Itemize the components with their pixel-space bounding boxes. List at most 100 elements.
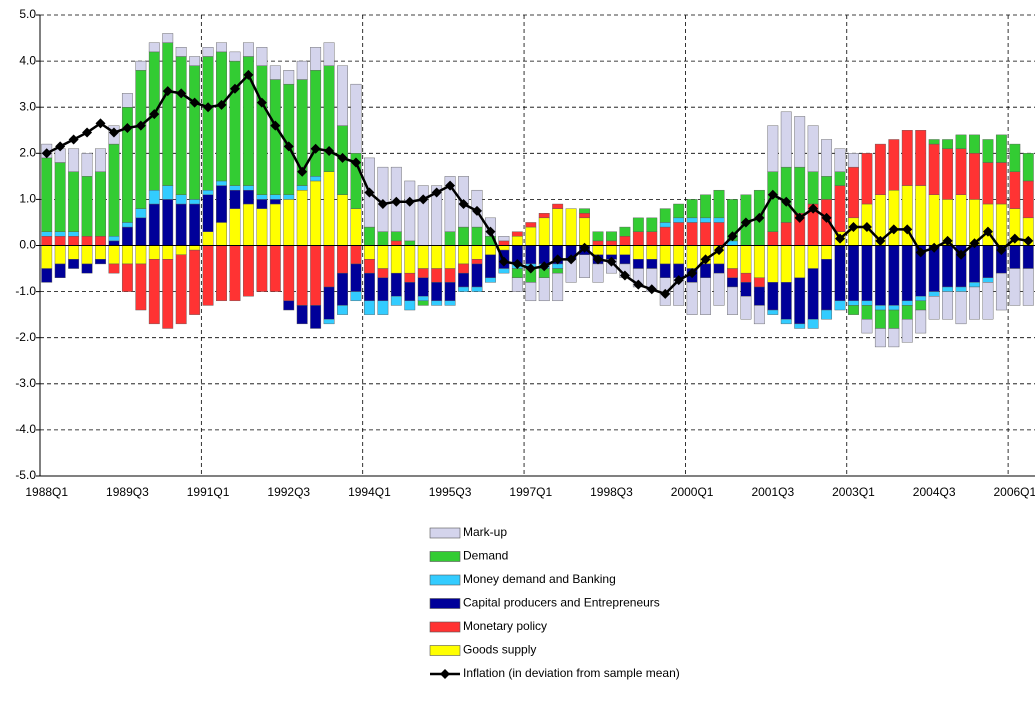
bar-segment	[901, 319, 913, 343]
bar-segment	[108, 143, 120, 237]
legend-label: Goods supply	[463, 643, 536, 657]
bar-segment	[337, 245, 348, 274]
bar-segment	[686, 217, 698, 223]
bar-segment	[175, 47, 187, 57]
legend-swatch	[429, 551, 461, 562]
bar-segment	[538, 245, 550, 265]
legend-marker	[440, 669, 450, 679]
bar-segment	[162, 199, 174, 246]
bar-segment	[135, 217, 147, 246]
bar-segment	[95, 236, 106, 246]
bar-segment	[350, 245, 362, 265]
bar-segment	[283, 194, 295, 200]
bar-segment	[498, 236, 510, 242]
bar-segment	[538, 217, 550, 246]
bar-segment	[256, 65, 268, 195]
bar-segment	[41, 157, 53, 232]
bar-segment	[310, 70, 322, 177]
line-marker	[861, 222, 872, 233]
bar-segment	[242, 189, 254, 205]
bar-segment	[552, 268, 564, 274]
bar-segment	[148, 189, 160, 205]
bar-segment	[162, 259, 174, 329]
bar-segment	[606, 240, 617, 246]
bar-segment	[135, 208, 147, 219]
bar-segment	[68, 148, 80, 172]
bar-segment	[955, 286, 967, 292]
line-marker	[485, 226, 496, 237]
line-marker	[619, 270, 630, 281]
line-marker	[95, 118, 106, 129]
bar-segment	[727, 286, 738, 315]
bar-segment	[794, 245, 806, 278]
bar-segment	[162, 245, 174, 260]
bar-segment	[821, 176, 833, 200]
bar-segment	[565, 208, 577, 246]
bar-segment	[848, 153, 859, 168]
bar-segment	[888, 139, 900, 191]
line-marker	[377, 199, 388, 210]
bar-segment	[1022, 153, 1034, 182]
bar-segment	[108, 240, 120, 246]
line-marker	[324, 145, 335, 156]
line-marker	[216, 99, 227, 110]
line-marker	[956, 249, 967, 260]
line-marker	[149, 109, 160, 120]
bar-segment	[417, 268, 429, 278]
bar-segment	[431, 268, 443, 283]
bar-segment	[807, 125, 819, 172]
bar-segment	[229, 245, 241, 302]
bar-segment	[323, 286, 335, 320]
bar-segment	[700, 222, 711, 246]
bar-segment	[229, 189, 241, 209]
line-marker	[660, 288, 671, 299]
bar-segment	[202, 231, 214, 246]
bar-segment	[1009, 268, 1021, 306]
bar-segment	[135, 70, 147, 209]
bar-segment	[901, 245, 913, 302]
bar-segment	[673, 217, 685, 223]
bar-segment	[821, 259, 833, 311]
bar-segment	[659, 222, 671, 228]
bar-segment	[189, 245, 201, 251]
bar-segment	[700, 194, 711, 219]
bar-segment	[68, 231, 80, 237]
bar-segment	[659, 226, 671, 246]
bar-segment	[659, 245, 671, 265]
line-marker	[418, 194, 429, 205]
bar-segment	[202, 56, 214, 191]
bar-segment	[700, 277, 711, 315]
bar-segment	[471, 259, 483, 265]
bar-segment	[296, 305, 308, 325]
bar-segment	[175, 56, 187, 195]
bar-segment	[579, 217, 590, 246]
bar-segment	[68, 245, 80, 260]
bar-segment	[81, 153, 93, 177]
line-marker	[391, 196, 402, 207]
bar-segment	[135, 263, 147, 311]
bar-segment	[955, 194, 967, 246]
bar-segment	[310, 180, 322, 246]
bar-segment	[552, 208, 564, 246]
bar-segment	[377, 300, 389, 315]
bar-segment	[323, 42, 335, 66]
bar-segment	[632, 259, 644, 269]
bar-segment	[982, 139, 994, 163]
bar-segment	[81, 245, 93, 265]
bar-segment	[108, 245, 120, 265]
bar-segment	[458, 286, 469, 292]
bar-segment	[592, 240, 604, 246]
bar-segment	[673, 222, 685, 246]
bar-segment	[350, 208, 362, 246]
bar-segment	[686, 245, 698, 269]
bar-segment	[821, 245, 833, 260]
bar-segment	[350, 263, 362, 292]
bar-segment	[310, 47, 322, 71]
bar-segment	[646, 259, 658, 269]
line-marker	[781, 196, 792, 207]
bar-segment	[458, 263, 469, 274]
line-marker	[337, 152, 348, 163]
bar-segment	[323, 171, 335, 246]
bar-segment	[995, 203, 1007, 246]
